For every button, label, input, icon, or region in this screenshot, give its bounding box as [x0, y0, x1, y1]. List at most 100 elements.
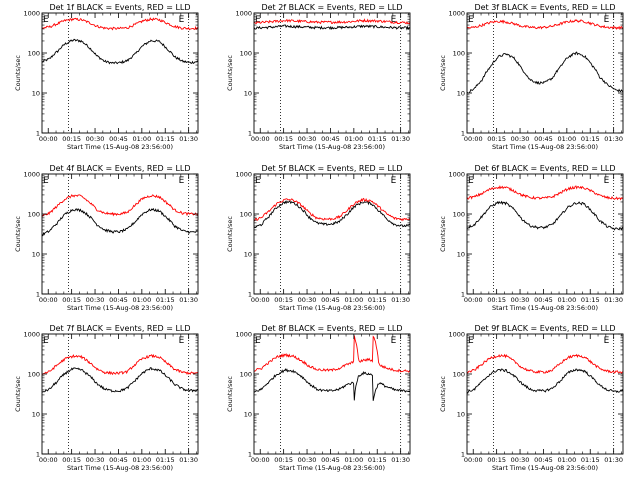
x-tick-label: 01:00	[557, 135, 576, 143]
interval-marker-label: E	[43, 15, 49, 25]
interval-marker-label: E	[604, 176, 610, 186]
y-axis-label: Counts/sec	[226, 216, 234, 252]
interval-marker-label: E	[468, 15, 474, 25]
x-tick-label: 00:00	[39, 296, 58, 304]
x-tick-label: 01:15	[368, 296, 387, 304]
x-tick-label: 00:30	[86, 296, 105, 304]
y-tick-label: 1000	[23, 171, 40, 179]
chart-title: Det 2f BLACK = Events, RED = LLD	[261, 3, 402, 12]
x-axis-label: Start Time (15-Aug-08 23:56:00)	[492, 304, 598, 312]
events-series-line	[41, 207, 198, 237]
x-tick-label: 00:15	[62, 456, 81, 464]
y-tick-label: 1	[248, 291, 252, 299]
interval-marker-label: E	[179, 176, 185, 186]
interval-marker-label: E	[468, 336, 474, 346]
x-tick-label: 00:00	[251, 135, 270, 143]
lld-series-line	[253, 197, 411, 222]
x-tick-label: 00:45	[321, 135, 340, 143]
interval-marker-label: E	[179, 15, 185, 25]
plot-frame	[253, 173, 411, 295]
y-tick-label: 100	[28, 50, 40, 58]
x-tick-label: 01:00	[132, 135, 151, 143]
x-tick-label: 00:15	[274, 456, 293, 464]
x-tick-label: 01:30	[604, 135, 623, 143]
x-tick-label: 01:30	[604, 296, 623, 304]
x-tick-label: 01:15	[156, 456, 175, 464]
plot-frame	[41, 333, 199, 455]
x-tick-label: 01:30	[604, 456, 623, 464]
x-tick-label: 01:15	[368, 135, 387, 143]
y-axis-label: Counts/sec	[439, 55, 447, 91]
events-series-line	[253, 24, 411, 31]
lld-series-line	[253, 335, 411, 373]
x-tick-label: 01:00	[344, 135, 363, 143]
x-tick-label: 00:45	[534, 456, 553, 464]
lld-series-line	[41, 194, 199, 217]
interval-marker-label: E	[468, 176, 474, 186]
x-tick-label: 01:15	[581, 296, 600, 304]
y-axis-label: Counts/sec	[14, 376, 22, 412]
x-tick-label: 00:00	[464, 296, 483, 304]
x-tick-label: 00:00	[39, 135, 58, 143]
lld-series-line	[42, 353, 199, 376]
events-series-line	[41, 367, 199, 393]
plot-frame	[41, 12, 199, 134]
x-tick-label: 00:15	[487, 135, 506, 143]
chart-title: Det 6f BLACK = Events, RED = LLD	[474, 164, 615, 173]
x-axis-label: Start Time (15-Aug-08 23:56:00)	[67, 143, 173, 151]
y-tick-label: 1000	[23, 331, 40, 339]
y-tick-label: 100	[240, 211, 252, 219]
y-tick-label: 1	[461, 451, 465, 459]
x-tick-label: 00:30	[86, 135, 105, 143]
x-tick-label: 01:00	[344, 456, 363, 464]
x-tick-label: 01:30	[179, 296, 198, 304]
y-tick-label: 10	[32, 251, 40, 259]
y-tick-label: 100	[240, 371, 252, 379]
events-series-line	[41, 38, 198, 65]
y-tick-label: 1	[36, 130, 40, 138]
x-axis-label: Start Time (15-Aug-08 23:56:00)	[492, 143, 598, 151]
x-tick-label: 01:30	[391, 456, 410, 464]
chart-title: Det 3f BLACK = Events, RED = LLD	[474, 3, 615, 12]
x-tick-label: 00:45	[109, 296, 128, 304]
events-series-line	[466, 51, 624, 94]
x-tick-label: 00:30	[511, 296, 530, 304]
x-axis-label: Start Time (15-Aug-08 23:56:00)	[279, 304, 385, 312]
interval-marker-label: E	[604, 336, 610, 346]
interval-marker-label: E	[604, 15, 610, 25]
y-tick-label: 100	[453, 50, 465, 58]
y-tick-label: 1	[461, 130, 465, 138]
y-tick-label: 1	[248, 130, 252, 138]
x-tick-label: 01:15	[368, 456, 387, 464]
x-tick-label: 00:45	[109, 456, 128, 464]
plot-frame	[41, 173, 199, 295]
interval-marker-label: E	[255, 336, 261, 346]
interval-marker-label: E	[255, 176, 261, 186]
events-series-line	[466, 368, 624, 394]
x-tick-label: 01:00	[557, 296, 576, 304]
y-axis-label: Counts/sec	[14, 216, 22, 252]
x-tick-label: 00:00	[464, 135, 483, 143]
x-tick-label: 01:15	[156, 296, 175, 304]
chart-title: Det 9f BLACK = Events, RED = LLD	[474, 324, 615, 333]
y-tick-label: 1000	[235, 171, 252, 179]
x-tick-label: 01:30	[391, 296, 410, 304]
y-axis-label: Counts/sec	[226, 376, 234, 412]
x-tick-label: 00:45	[534, 296, 553, 304]
y-tick-label: 1000	[235, 331, 252, 339]
y-tick-label: 1000	[448, 171, 465, 179]
plot-frame	[253, 333, 411, 455]
x-tick-label: 00:45	[534, 135, 553, 143]
interval-marker-label: E	[179, 336, 185, 346]
plot-frame	[253, 12, 411, 134]
y-tick-label: 1	[36, 291, 40, 299]
y-tick-label: 100	[240, 50, 252, 58]
x-tick-label: 01:15	[581, 456, 600, 464]
chart-title: Det 5f BLACK = Events, RED = LLD	[261, 164, 402, 173]
